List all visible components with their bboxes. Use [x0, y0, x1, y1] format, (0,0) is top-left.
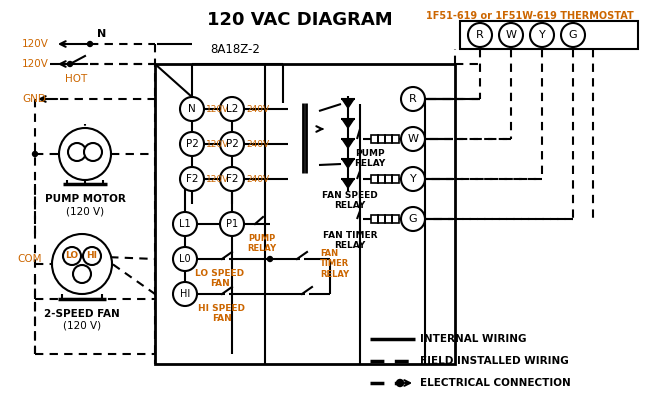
- Bar: [371, 215, 378, 223]
- Circle shape: [173, 212, 197, 236]
- Text: ELECTRICAL CONNECTION: ELECTRICAL CONNECTION: [420, 378, 571, 388]
- Text: R: R: [476, 30, 484, 40]
- Bar: [378, 135, 385, 143]
- Bar: [371, 175, 378, 183]
- Circle shape: [401, 167, 425, 191]
- Text: N: N: [188, 104, 196, 114]
- Circle shape: [401, 87, 425, 111]
- Circle shape: [180, 167, 204, 191]
- Text: F2: F2: [186, 174, 198, 184]
- Text: PUMP
RELAY: PUMP RELAY: [354, 149, 386, 168]
- Circle shape: [220, 132, 244, 156]
- Circle shape: [220, 97, 244, 121]
- Text: (120 V): (120 V): [66, 206, 104, 216]
- Text: 120V: 120V: [22, 59, 49, 69]
- Polygon shape: [342, 139, 354, 148]
- FancyBboxPatch shape: [155, 64, 455, 364]
- Text: LO SPEED
FAN: LO SPEED FAN: [196, 269, 245, 288]
- Text: FIELD INSTALLED WIRING: FIELD INSTALLED WIRING: [420, 356, 569, 366]
- Circle shape: [499, 23, 523, 47]
- Text: W: W: [407, 134, 419, 144]
- Text: G: G: [569, 30, 578, 40]
- Circle shape: [59, 128, 111, 180]
- Text: F2: F2: [226, 174, 239, 184]
- Text: (120 V): (120 V): [63, 321, 101, 331]
- Circle shape: [84, 143, 102, 161]
- Circle shape: [220, 167, 244, 191]
- Text: P2: P2: [226, 139, 239, 149]
- Circle shape: [267, 256, 273, 261]
- Bar: [385, 135, 392, 143]
- Bar: [385, 175, 392, 183]
- Circle shape: [33, 152, 38, 157]
- Circle shape: [180, 97, 204, 121]
- Circle shape: [68, 62, 72, 67]
- Text: 120V: 120V: [22, 39, 49, 49]
- Text: R: R: [409, 94, 417, 104]
- Circle shape: [530, 23, 554, 47]
- Text: 2-SPEED FAN: 2-SPEED FAN: [44, 309, 120, 319]
- Text: P1: P1: [226, 219, 238, 229]
- Text: FAN
TIMER
RELAY: FAN TIMER RELAY: [320, 249, 349, 279]
- Text: GND: GND: [22, 94, 46, 104]
- Text: HI SPEED
FAN: HI SPEED FAN: [198, 304, 245, 323]
- Text: 120V: 120V: [206, 104, 229, 114]
- Bar: [392, 215, 399, 223]
- Text: FAN SPEED
RELAY: FAN SPEED RELAY: [322, 191, 378, 210]
- Text: PUMP
RELAY: PUMP RELAY: [247, 234, 277, 253]
- Circle shape: [401, 127, 425, 151]
- Circle shape: [401, 207, 425, 231]
- Text: 120V: 120V: [206, 140, 229, 148]
- Text: INTERNAL WIRING: INTERNAL WIRING: [420, 334, 527, 344]
- Circle shape: [180, 132, 204, 156]
- Text: HI: HI: [86, 251, 98, 261]
- Circle shape: [83, 247, 101, 265]
- Text: L2: L2: [226, 104, 239, 114]
- FancyBboxPatch shape: [460, 21, 638, 49]
- Polygon shape: [342, 99, 354, 108]
- Text: HOT: HOT: [65, 74, 87, 84]
- Polygon shape: [342, 179, 354, 188]
- Polygon shape: [342, 159, 354, 168]
- Text: 1F51-619 or 1F51W-619 THERMOSTAT: 1F51-619 or 1F51W-619 THERMOSTAT: [426, 11, 634, 21]
- Bar: [378, 215, 385, 223]
- Circle shape: [220, 212, 244, 236]
- Circle shape: [173, 247, 197, 271]
- Text: 240V: 240V: [246, 174, 269, 184]
- Circle shape: [468, 23, 492, 47]
- Text: PUMP MOTOR: PUMP MOTOR: [45, 194, 125, 204]
- Text: 8A18Z-2: 8A18Z-2: [210, 43, 260, 56]
- Text: 120V: 120V: [206, 174, 229, 184]
- Text: L0: L0: [179, 254, 191, 264]
- Circle shape: [88, 41, 92, 47]
- Bar: [392, 135, 399, 143]
- Circle shape: [173, 282, 197, 306]
- Circle shape: [63, 247, 81, 265]
- Text: W: W: [505, 30, 517, 40]
- Text: COM: COM: [17, 254, 42, 264]
- Text: Y: Y: [539, 30, 545, 40]
- Circle shape: [561, 23, 585, 47]
- Text: Y: Y: [409, 174, 416, 184]
- Circle shape: [52, 234, 112, 294]
- Circle shape: [68, 143, 86, 161]
- Circle shape: [397, 380, 403, 386]
- Text: G: G: [409, 214, 417, 224]
- Text: FAN TIMER
RELAY: FAN TIMER RELAY: [323, 231, 377, 251]
- Text: P2: P2: [186, 139, 198, 149]
- Text: 120 VAC DIAGRAM: 120 VAC DIAGRAM: [207, 11, 393, 29]
- Bar: [378, 175, 385, 183]
- Text: N: N: [97, 29, 107, 39]
- Polygon shape: [342, 119, 354, 128]
- Bar: [392, 175, 399, 183]
- Text: L1: L1: [179, 219, 191, 229]
- Text: LO: LO: [66, 251, 78, 261]
- Bar: [371, 135, 378, 143]
- Text: HI: HI: [180, 289, 190, 299]
- Text: 240V: 240V: [246, 104, 269, 114]
- Text: 240V: 240V: [246, 140, 269, 148]
- Bar: [385, 215, 392, 223]
- Circle shape: [73, 265, 91, 283]
